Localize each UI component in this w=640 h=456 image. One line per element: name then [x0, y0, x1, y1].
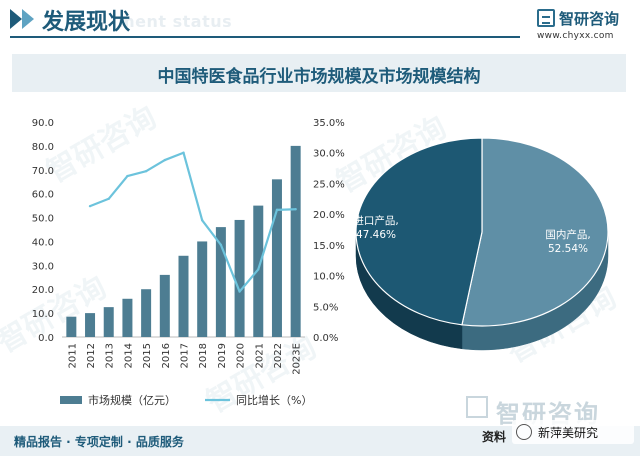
header-chevron-icon: [10, 9, 22, 29]
growth-point: [88, 204, 92, 208]
y-right-tick-label: 5.0%: [313, 302, 338, 313]
chart-title: 中国特医食品行业市场规模及市场规模结构: [157, 67, 481, 87]
y-right-tick-label: 25.0%: [313, 179, 345, 190]
x-tick-label: 2014: [123, 343, 134, 368]
legend-bar-swatch: [60, 396, 82, 404]
y-left-tick-label: 0.0: [38, 333, 54, 344]
pie-label: 国内产品,: [545, 228, 590, 241]
bar: [290, 145, 301, 337]
chart-title-banner: 中国特医食品行业市场规模及市场规模结构: [12, 54, 626, 92]
brand-url: www.chyxx.com: [537, 31, 614, 41]
bar: [234, 219, 245, 337]
growth-point: [257, 268, 260, 271]
growth-point: [200, 219, 204, 222]
bar: [178, 255, 189, 337]
y-right-tick-label: 0.0%: [313, 333, 338, 344]
y-left-tick-label: 90.0: [32, 118, 54, 129]
bar: [253, 205, 264, 337]
y-left-tick-label: 30.0: [32, 261, 54, 272]
wechat-icon: [516, 424, 532, 440]
y-left-tick-label: 20.0: [32, 285, 54, 296]
y-left-tick-label: 50.0: [32, 214, 54, 225]
bottom-brand-logo-icon: [466, 396, 488, 418]
bar-line-chart: 0.0 10.0 20.0 30.0 40.0 50.0 60.0 70.0 80.0 90.0 0…: [32, 118, 345, 407]
growth-point: [107, 197, 110, 200]
bar: [271, 179, 282, 337]
legend-line-label: 同比增长（%）: [236, 393, 312, 407]
x-tick-label: 2021: [254, 343, 265, 368]
y-right-tick-label: 30.0%: [313, 149, 345, 160]
growth-point: [182, 151, 185, 154]
header-chevron-icon-2: [22, 9, 34, 29]
growth-line: [89, 151, 296, 293]
growth-point: [294, 208, 297, 211]
pie-value-label: 47.46%: [356, 229, 396, 241]
page-title: 发展现状: [42, 10, 131, 35]
bar: [85, 313, 96, 337]
pie-value-label: 52.54%: [548, 243, 588, 255]
footer-slogan: 精品报告 · 专项定制 · 品质服务: [14, 435, 184, 449]
growth-point: [126, 174, 129, 178]
x-tick-label: 2022: [273, 343, 284, 368]
y-right-tick-label: 35.0%: [313, 118, 345, 129]
chart-area: 0.0 10.0 20.0 30.0 40.0 50.0 60.0 70.0 80.0 90.0 0…: [32, 118, 609, 407]
growth-point: [163, 158, 167, 162]
y-left-tick-label: 70.0: [32, 166, 54, 177]
y-left-tick-label: 80.0: [32, 142, 54, 153]
bar: [141, 289, 152, 337]
x-tick-label: 2015: [142, 343, 153, 368]
bar: [215, 227, 226, 337]
x-tick-label: 2018: [198, 343, 209, 368]
source-label: 资料: [482, 430, 507, 444]
x-tick-label: 2020: [236, 343, 247, 368]
wechat-badge: 新萍美研究: [512, 420, 634, 444]
x-tick-label: 2019: [217, 343, 228, 368]
growth-point: [219, 243, 223, 247]
pie-label: 进口产品,: [353, 214, 398, 227]
header-rule: [10, 36, 520, 38]
y-left-tick-label: 60.0: [32, 190, 54, 201]
y-right-tick-label: 15.0%: [313, 241, 345, 252]
header: ment status 发展现状: [0, 0, 640, 40]
x-tick-label: 2017: [180, 343, 191, 368]
bar: [159, 274, 170, 337]
x-tick-label: 2012: [86, 343, 97, 368]
y-right-tick-label: 10.0%: [313, 272, 345, 283]
growth-point: [144, 169, 148, 173]
pie-slice: [355, 137, 483, 326]
x-tick-label: 2016: [161, 343, 172, 368]
bar: [122, 298, 133, 337]
x-tick-label: 2013: [105, 343, 116, 368]
legend-bar-label: 市场规模（亿元）: [88, 393, 176, 407]
x-tick-label: 2023E: [292, 343, 303, 375]
y-left-tick-label: 10.0: [32, 309, 54, 320]
bar: [66, 316, 77, 337]
bar: [103, 307, 114, 337]
x-tick-label: 2011: [67, 343, 78, 368]
bar: [197, 241, 208, 337]
brand-name: 智研咨询: [559, 10, 620, 28]
brand-logo-icon: [537, 9, 555, 27]
header-subtitle: ment status: [118, 12, 233, 31]
y-left-tick-label: 40.0: [32, 237, 54, 248]
y-right-tick-label: 20.0%: [313, 210, 345, 221]
pie-slice: [461, 137, 609, 327]
growth-point: [238, 290, 241, 293]
brand: 智研咨询 www.chyxx.com: [537, 7, 637, 43]
growth-point: [275, 208, 279, 212]
wechat-name: 新萍美研究: [538, 426, 599, 440]
pie-chart: 国内产品, 52.54% 进口产品, 47.46%: [353, 137, 609, 351]
